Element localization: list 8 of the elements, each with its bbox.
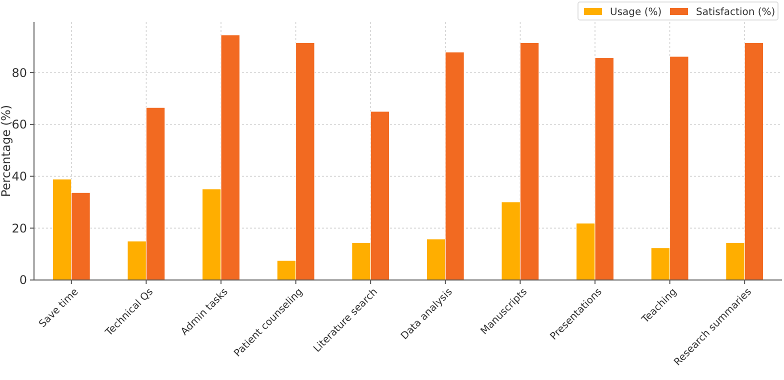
y-tick-label: 40 [12,169,27,184]
y-tick-label: 60 [12,118,27,132]
y-tick-label: 20 [12,221,27,236]
legend-label: Satisfaction (%) [696,7,776,18]
y-tick-label: 80 [12,66,27,80]
legend-label: Usage (%) [610,7,662,18]
y-axis-title: Percentage (%) [0,104,13,198]
y-tick-label: 0 [19,273,27,288]
